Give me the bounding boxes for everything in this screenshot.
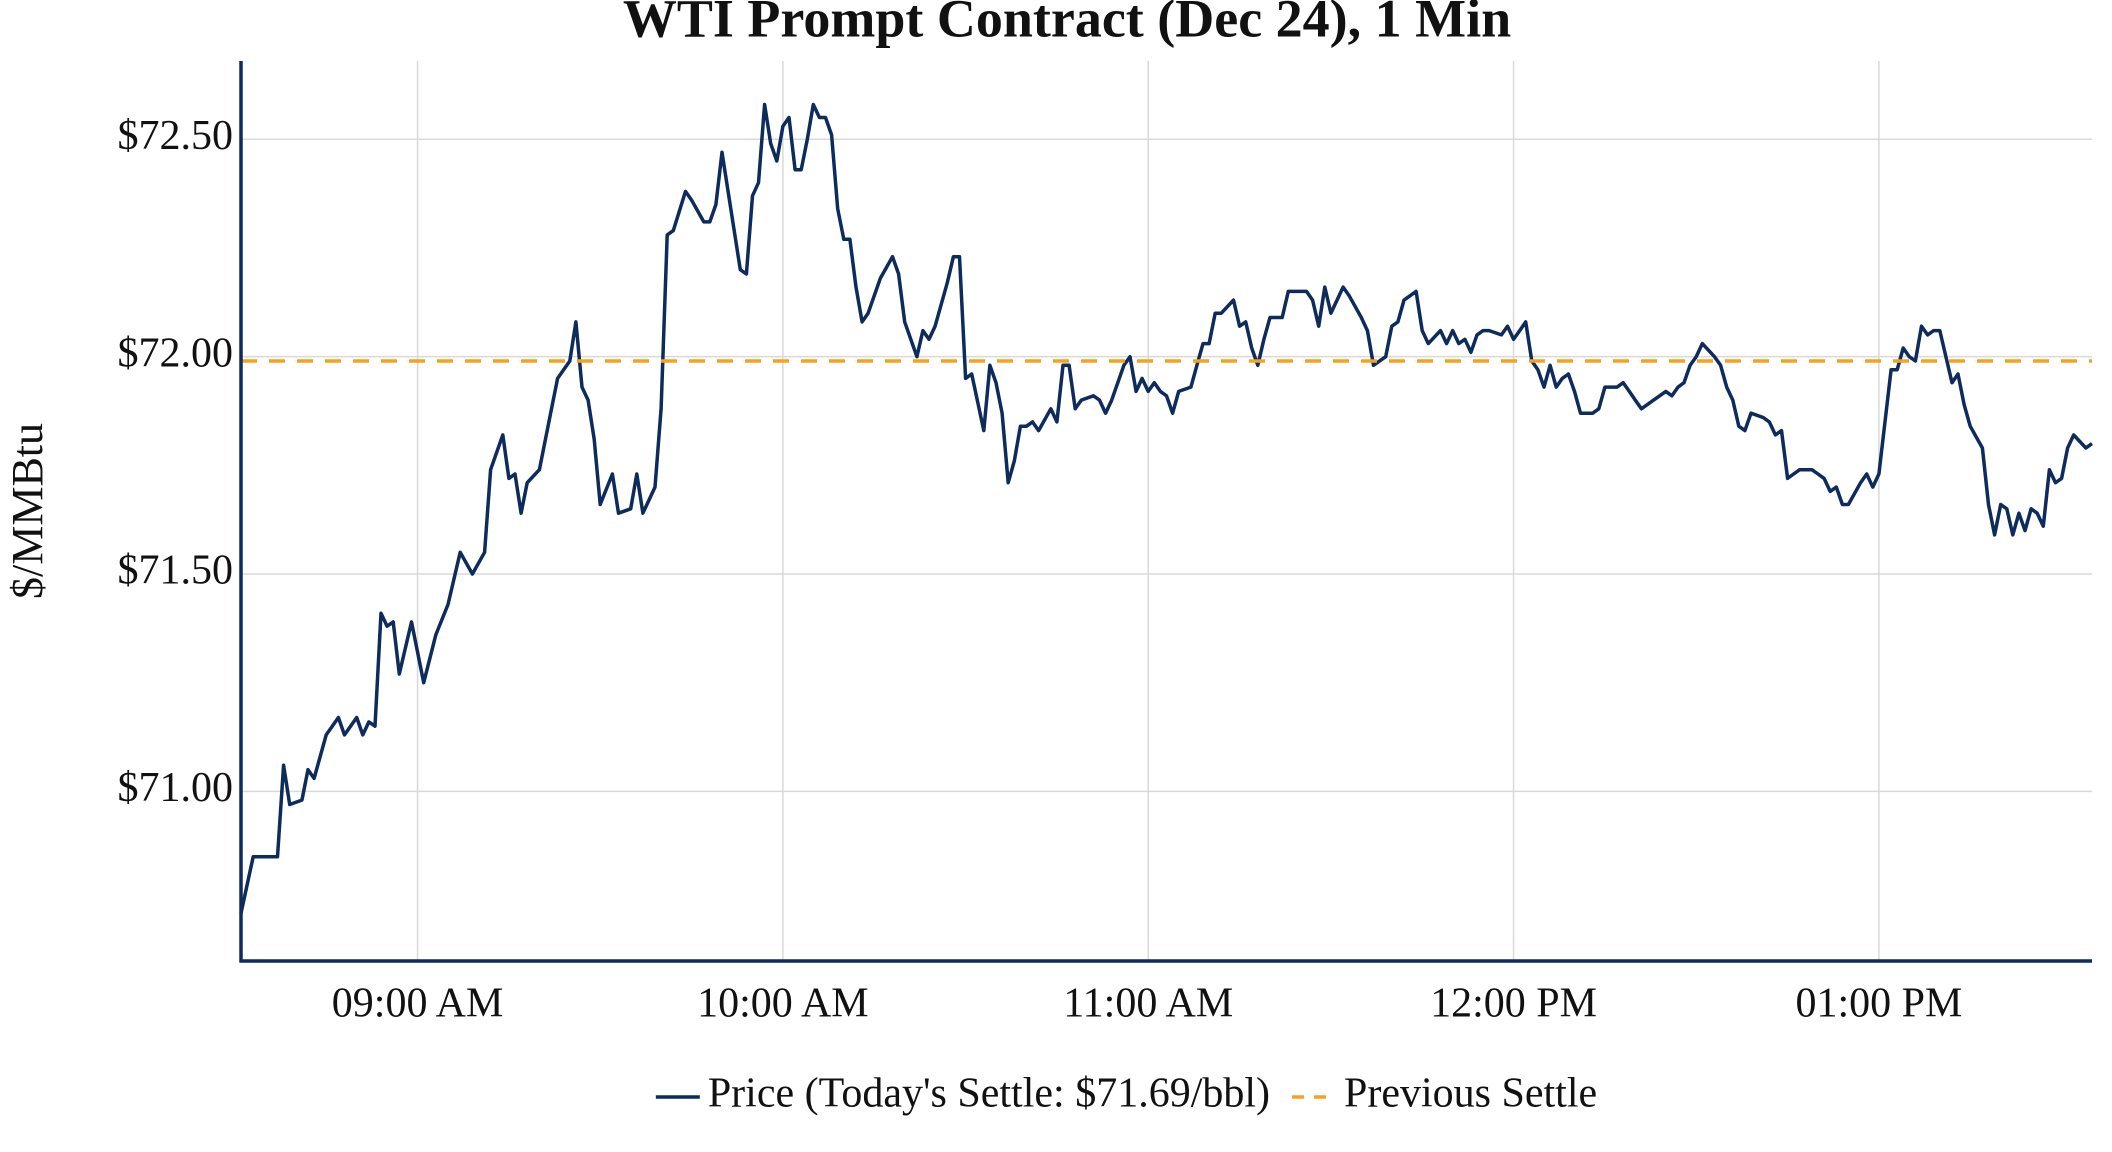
price-line (239, 102, 2094, 914)
y-tick-label: $72.50 (118, 113, 234, 159)
chart-title: WTI Prompt Contract (Dec 24), 1 Min (623, 0, 1511, 48)
x-tick-label: 12:00 PM (1430, 981, 1597, 1027)
y-axis-label: $/MMBtu (3, 423, 52, 599)
x-tick-label: 09:00 AM (332, 981, 504, 1027)
legend-label: Previous Settle (1344, 1071, 1597, 1117)
x-tick-label: 10:00 AM (697, 981, 869, 1027)
y-tick-label: $71.00 (118, 765, 234, 811)
y-tick-label: $71.50 (118, 548, 234, 594)
y-tick-label: $72.00 (118, 330, 234, 376)
x-tick-label: 01:00 PM (1795, 981, 1962, 1027)
legend-label: Price (Today's Settle: $71.69/bbl) (708, 1071, 1270, 1117)
x-tick-label: 11:00 AM (1063, 981, 1233, 1027)
